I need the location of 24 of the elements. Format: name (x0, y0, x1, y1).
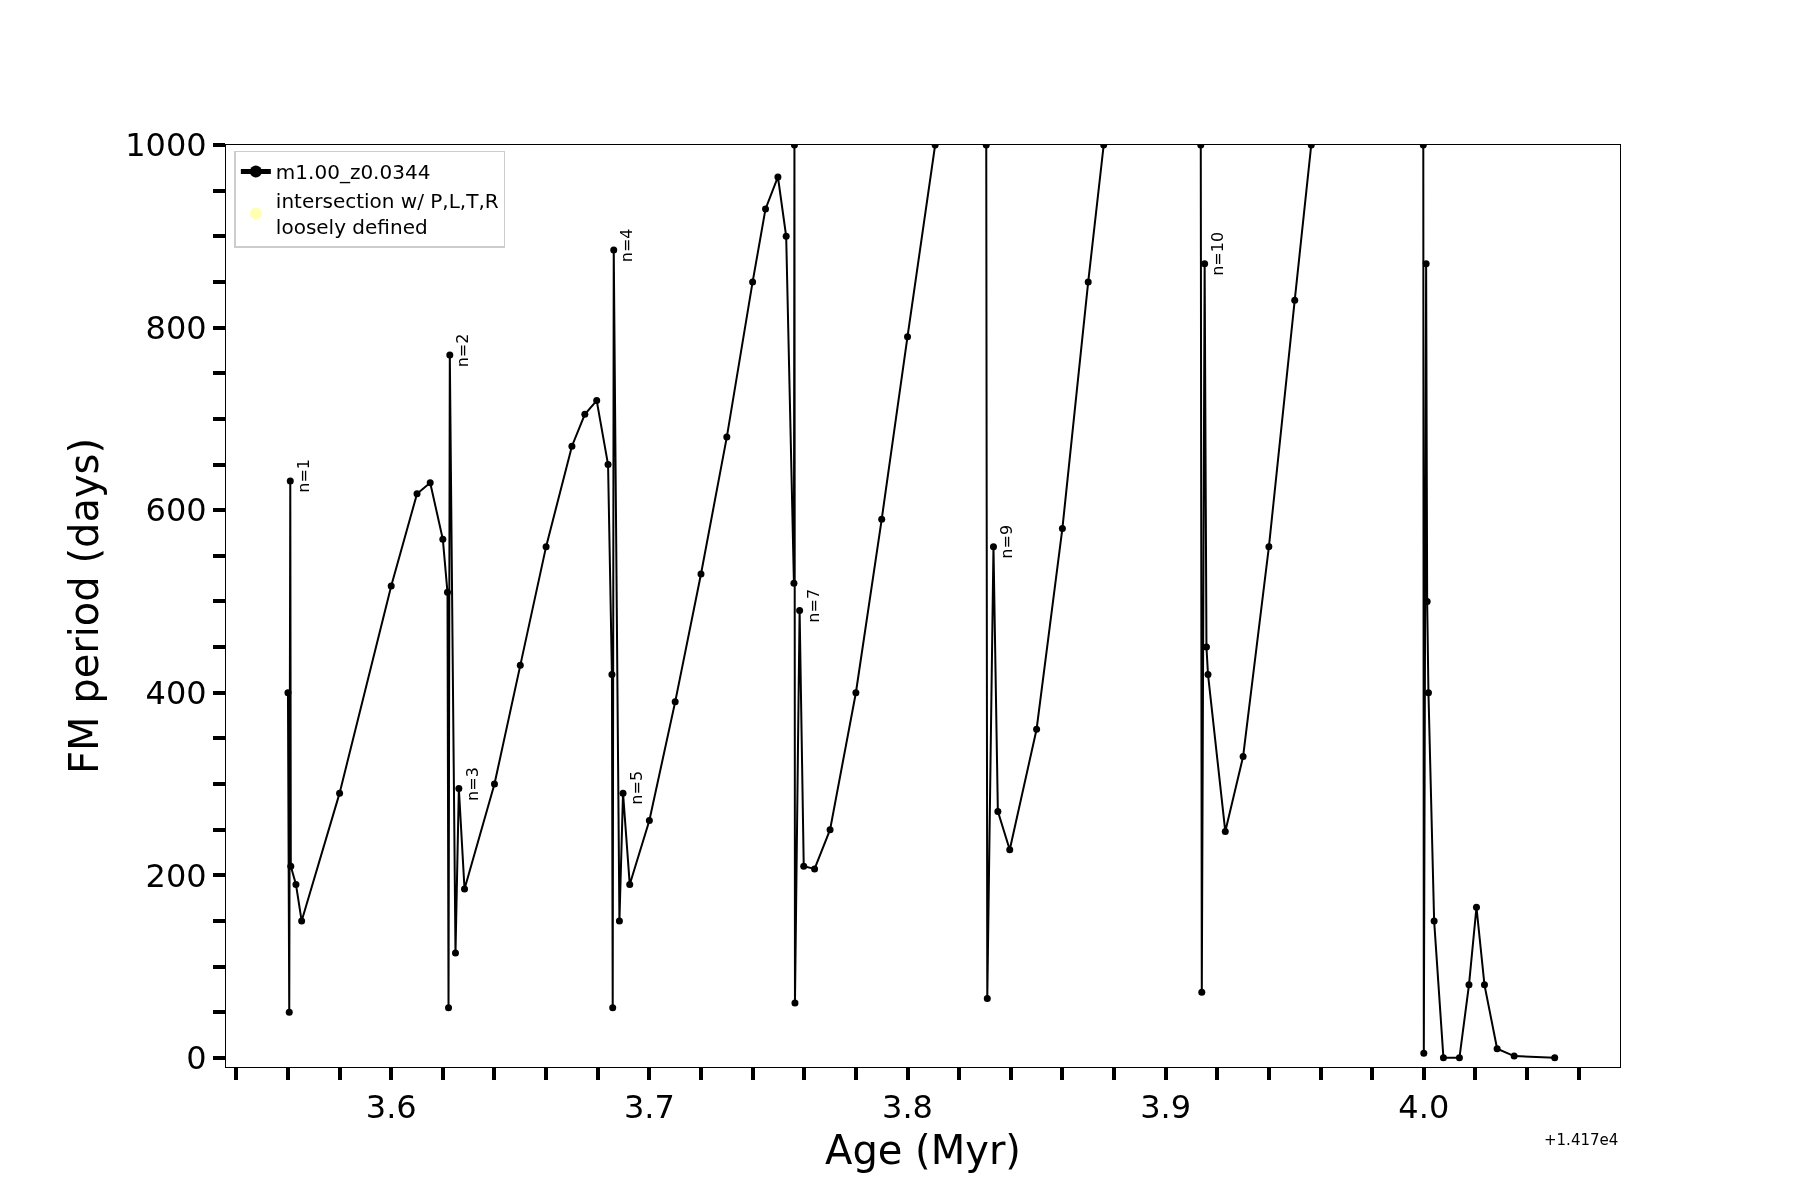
x-tick-label: 4.0 (1398, 1088, 1450, 1127)
x-tick-label: 3.6 (365, 1088, 417, 1127)
x-axis-title: Age (Myr) (825, 1126, 1021, 1173)
legend-label: m1.00_z0.0344 (275, 160, 431, 185)
annotation: n=3 (462, 767, 482, 801)
annotation: n=10 (1208, 231, 1228, 276)
x-tick-label: 3.9 (1140, 1088, 1192, 1127)
y-axis-title: FM period (days) (60, 438, 107, 774)
x-tick-label: 3.7 (623, 1088, 675, 1127)
annotation: n=4 (617, 228, 637, 263)
annotation: n=9 (997, 524, 1017, 559)
y-tick-label: 400 (145, 673, 207, 712)
x-tick-label: 3.8 (882, 1088, 933, 1127)
y-tick-label: 1000 (125, 126, 207, 165)
annotation: n=1 (293, 458, 313, 493)
y-tick-label: 0 (186, 1039, 207, 1078)
annotation: n=5 (627, 770, 647, 805)
annotation: n=2 (453, 333, 473, 368)
annotation: n=7 (803, 588, 823, 623)
y-tick-label: 200 (145, 856, 207, 895)
legend-label: intersection w/ P,L,T,R loosely defined (275, 189, 499, 240)
text: +1.417e4 (1544, 1131, 1619, 1149)
y-tick-label: 600 (145, 491, 207, 530)
y-tick-label: 800 (145, 308, 207, 347)
